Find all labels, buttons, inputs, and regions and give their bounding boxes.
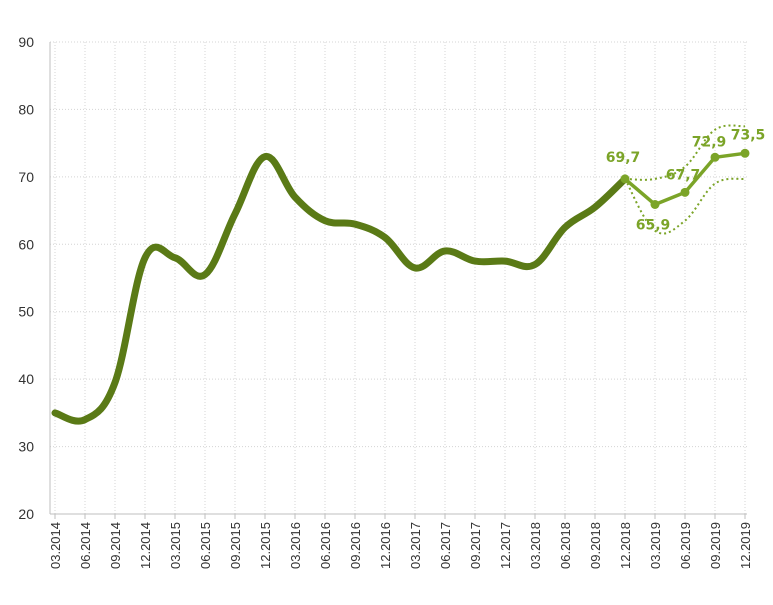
x-tick-label: 03.2014: [48, 522, 63, 569]
y-tick-label: 50: [18, 304, 34, 320]
y-tick-labels: 20 30 40 50 60 70 80 90: [18, 34, 34, 522]
history-series-line: [51, 153, 629, 425]
data-label: 65,9: [636, 218, 671, 234]
forecast-point: [710, 152, 720, 162]
forecast-point: [680, 187, 690, 197]
data-label: 67,7: [666, 167, 701, 183]
x-tick-label: 09.2014: [108, 522, 123, 569]
forecast-point: [620, 174, 630, 184]
forecast-point: [650, 200, 660, 210]
x-tick-label: 09.2015: [228, 522, 243, 569]
x-tick-label: 03.2016: [288, 522, 303, 569]
x-tick-label: 06.2018: [558, 522, 573, 569]
series-lines: [51, 124, 746, 425]
x-tick-label: 06.2015: [198, 522, 213, 569]
forecast-upper-bound-line: [624, 124, 746, 181]
y-tick-label: 70: [18, 169, 34, 185]
x-tick-label: 09.2018: [588, 522, 603, 569]
x-tick-label: 03.2017: [408, 522, 423, 569]
x-tick-label: 06.2017: [438, 522, 453, 569]
x-tick-label: 12.2019: [738, 522, 753, 569]
x-tick-label: 03.2019: [648, 522, 663, 569]
data-labels: 69,7 65,9 67,7 72,9 73,5: [606, 127, 766, 233]
y-tick-label: 40: [18, 371, 34, 387]
y-tick-label: 20: [18, 506, 34, 522]
x-tick-label: 12.2016: [378, 522, 393, 569]
forecast-point: [740, 148, 750, 158]
grid-lines: [50, 41, 747, 514]
x-tick-label: 03.2018: [528, 522, 543, 569]
data-label: 73,5: [731, 127, 766, 143]
x-tick-label: 06.2019: [678, 522, 693, 569]
data-points: [620, 148, 750, 210]
data-label: 72,9: [692, 134, 727, 150]
x-tick-label: 09.2016: [348, 522, 363, 569]
x-tick-label: 03.2015: [168, 522, 183, 569]
y-tick-label: 60: [18, 236, 34, 252]
axes: [49, 42, 747, 519]
x-tick-label: 09.2017: [468, 522, 483, 569]
x-tick-label: 12.2014: [138, 522, 153, 569]
y-tick-label: 90: [18, 34, 34, 50]
x-tick-labels: 03.2014 06.2014 09.2014 12.2014 03.2015 06.20…: [48, 522, 753, 569]
data-label: 69,7: [606, 150, 641, 166]
y-tick-label: 30: [18, 439, 34, 455]
x-tick-label: 12.2017: [498, 522, 513, 569]
x-tick-label: 06.2014: [78, 522, 93, 569]
y-tick-label: 80: [18, 101, 34, 117]
x-tick-label: 06.2016: [318, 522, 333, 569]
x-tick-label: 09.2019: [708, 522, 723, 569]
x-tick-label: 12.2018: [618, 522, 633, 569]
x-tick-label: 12.2015: [258, 522, 273, 569]
